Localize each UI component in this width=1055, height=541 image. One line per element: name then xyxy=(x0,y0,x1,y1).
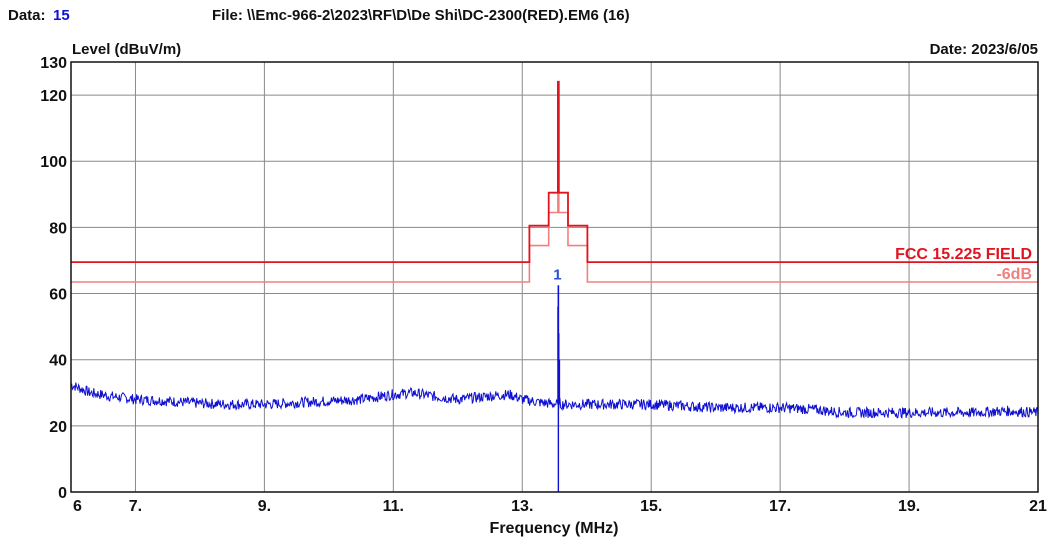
series-lines xyxy=(70,80,1039,492)
plot-frame xyxy=(70,61,1039,493)
data-number: 15 xyxy=(53,7,70,24)
x-tick-label: 19. xyxy=(898,498,920,515)
x-tick-label: 6 xyxy=(73,498,82,515)
x-tick-label: 7. xyxy=(129,498,142,515)
y-tick-label: 0 xyxy=(58,485,67,502)
y-tick-label: 20 xyxy=(49,419,67,436)
y-tick-label: 40 xyxy=(49,353,67,370)
y-tick-label: 60 xyxy=(49,287,67,304)
grid-lines xyxy=(71,62,1038,492)
y-tick-label: 130 xyxy=(40,55,67,72)
file-path: File: \\Emc-966-2\2023\RF\D\De Shi\DC-23… xyxy=(212,7,630,24)
series-measured-trace xyxy=(70,382,1039,419)
limit-label: -6dB xyxy=(996,266,1032,283)
y-axis-title: Level (dBuV/m) xyxy=(72,41,181,58)
y-tick-label: 100 xyxy=(40,154,67,171)
x-tick-label: 17. xyxy=(769,498,791,515)
x-tick-label: 11. xyxy=(383,498,404,515)
x-tick-label: 21 xyxy=(1029,498,1047,515)
chart-annotations: FCC 15.225 FIELD -6dB 1 xyxy=(553,246,1032,283)
data-label: Data: xyxy=(8,7,46,24)
x-tick-label: 9. xyxy=(258,498,271,515)
date-text: Date: 2023/6/05 xyxy=(930,41,1038,58)
axis-tick-labels: 6 7. 9. 11. 13. 15. 17. 19. 21 0 20 40 60 80 100 120 130 xyxy=(40,55,1047,515)
y-tick-label: 80 xyxy=(49,220,67,237)
peak-marker-label: 1 xyxy=(553,266,561,283)
series-limit-line xyxy=(71,80,1038,264)
limit-label: FCC 15.225 FIELD xyxy=(895,246,1032,263)
x-tick-label: 13. xyxy=(511,498,533,515)
x-axis-title: Frequency (MHz) xyxy=(490,520,619,537)
x-tick-label: 15. xyxy=(640,498,662,515)
y-tick-label: 120 xyxy=(40,88,67,105)
